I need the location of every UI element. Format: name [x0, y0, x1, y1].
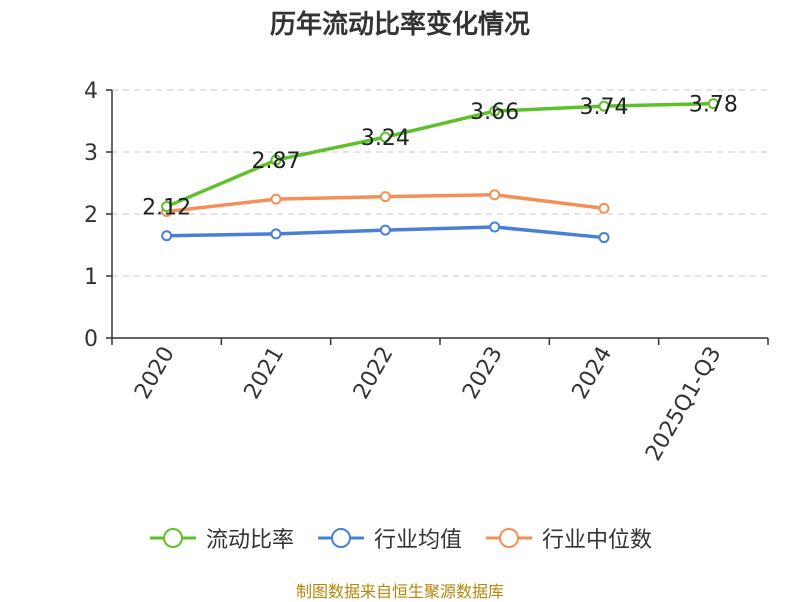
x-tick-label: 2024 [568, 343, 618, 404]
data-label: 3.66 [470, 100, 519, 125]
data-point [270, 193, 282, 205]
data-point [270, 154, 282, 166]
x-tick-label: 2022 [349, 343, 399, 404]
legend-marker-icon [149, 528, 196, 548]
data-point [379, 191, 391, 203]
legend-label: 行业中位数 [542, 528, 653, 553]
data-point [270, 228, 282, 240]
data-point [707, 98, 719, 110]
legend-item[interactable]: 行业均值 [316, 522, 462, 554]
y-tick-label: 2 [84, 203, 98, 228]
data-point [489, 221, 501, 233]
y-tick-label: 4 [84, 79, 98, 104]
x-tick-label: 2023 [458, 342, 508, 403]
data-point [489, 105, 501, 117]
legend-label: 流动比率 [205, 528, 294, 553]
x-tick-label: 2021 [240, 343, 290, 404]
legend-item[interactable]: 行业中位数 [484, 522, 652, 554]
data-label: 2.12 [142, 196, 191, 221]
data-point [598, 202, 610, 214]
legend: 流动比率 行业均值 行业中位数 [0, 518, 800, 558]
data-label: 3.24 [361, 126, 410, 151]
data-point [161, 230, 173, 242]
series-line [165, 101, 714, 209]
data-point [598, 232, 610, 244]
data-label: 3.78 [689, 93, 738, 118]
y-tick-label: 0 [84, 327, 98, 352]
data-point [379, 131, 391, 143]
x-tick-label: 2025Q1-Q3 [641, 343, 726, 466]
y-tick-label: 1 [84, 265, 98, 290]
data-label: 2.87 [252, 149, 301, 174]
legend-item[interactable]: 流动比率 [148, 522, 294, 554]
data-point [379, 224, 391, 236]
data-point [489, 189, 501, 201]
legend-label: 行业均值 [373, 528, 462, 553]
data-point [161, 201, 173, 213]
chart-title: 历年流动比率变化情况 [269, 10, 530, 40]
legend-marker-icon [486, 528, 532, 548]
source-footer: 制图数据来自恒生聚源数据库 [295, 582, 504, 601]
data-label: 3.74 [580, 95, 629, 120]
x-tick-label: 2020 [130, 343, 180, 404]
data-point [598, 100, 610, 112]
legend-marker-icon [317, 528, 364, 548]
y-tick-label: 3 [84, 141, 98, 166]
